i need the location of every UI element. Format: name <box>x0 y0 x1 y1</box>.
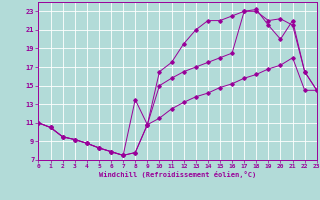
X-axis label: Windchill (Refroidissement éolien,°C): Windchill (Refroidissement éolien,°C) <box>99 171 256 178</box>
